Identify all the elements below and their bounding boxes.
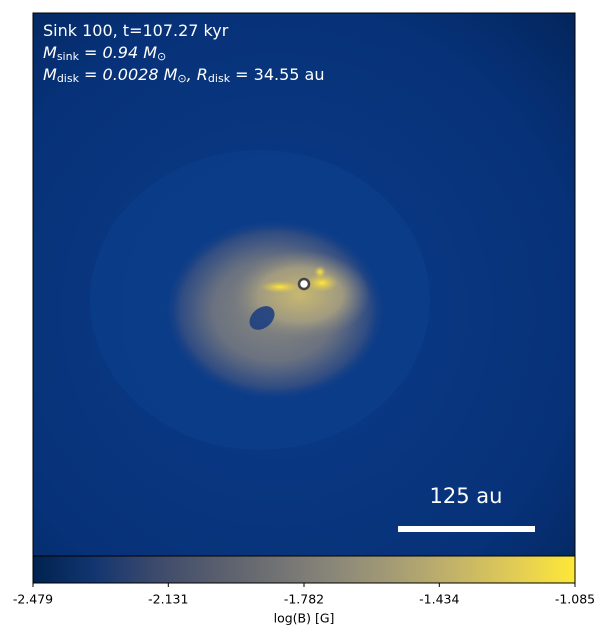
- colorbar-tick-label: -1.085: [555, 592, 595, 607]
- scale-bar: [398, 526, 535, 532]
- colorbar-label: log(B) [G]: [274, 611, 335, 626]
- annotation-text: = 0.94 M: [79, 43, 157, 62]
- subscript: disk: [57, 72, 80, 85]
- colorbar: [32, 555, 576, 584]
- sink-marker: [297, 277, 311, 291]
- colorbar-ticks: -2.479 -2.131 -1.782 -1.434 -1.085: [13, 583, 595, 607]
- annotation-line: Sink 100, t=107.27 kyr: [43, 21, 229, 40]
- annotation-text: , R: [187, 65, 208, 84]
- subscript: ⊙: [157, 50, 166, 63]
- colorbar-tick-label: -2.479: [13, 592, 53, 607]
- annotation-line: Mdisk = 0.0028 M⊙, Rdisk = 34.55 au: [43, 65, 324, 86]
- annotation-text: = 0.0028 M: [79, 65, 178, 84]
- annotation-text: M: [43, 65, 57, 84]
- colorbar-tick-label: -2.131: [148, 592, 188, 607]
- subscript: ⊙: [177, 72, 186, 85]
- colorbar-tick-label: -1.782: [284, 592, 324, 607]
- scale-bar-label: 125 au: [430, 484, 503, 508]
- annotation-line: Msink = 0.94 M⊙: [43, 43, 166, 64]
- subscript: disk: [208, 72, 231, 85]
- annotation-text: M: [43, 43, 57, 62]
- annotation-text: = 34.55 au: [230, 65, 324, 84]
- colorbar-tick-label: -1.434: [419, 592, 459, 607]
- subscript: sink: [57, 50, 80, 63]
- annotation-text: Sink 100, t=107.27 kyr: [43, 21, 229, 40]
- field-image: [33, 13, 575, 556]
